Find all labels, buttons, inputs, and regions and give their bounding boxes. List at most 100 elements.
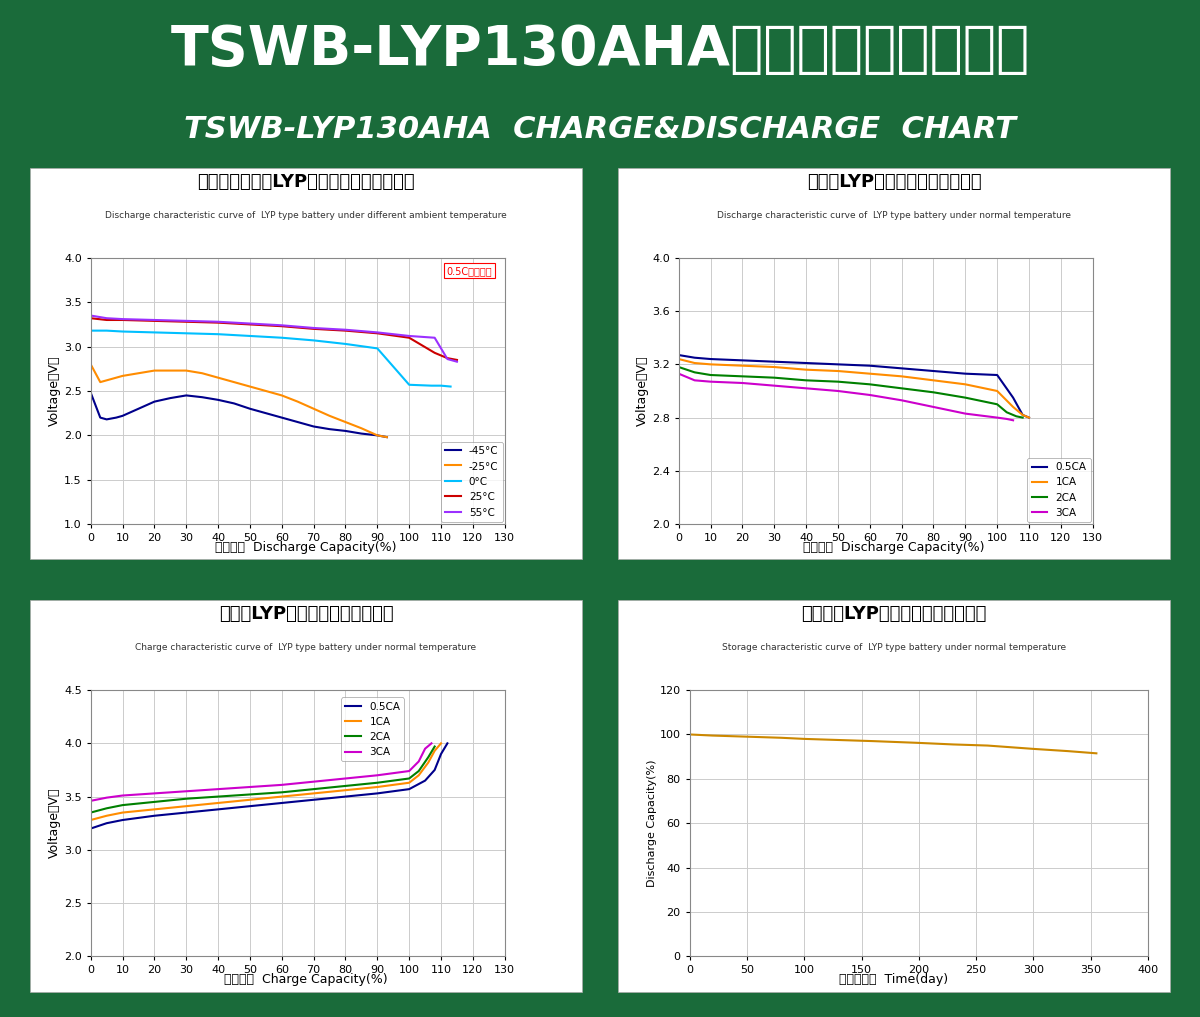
-25°C (163, 364, 178, 376)
Text: 放电容量  Discharge Capacity(%): 放电容量 Discharge Capacity(%) (215, 541, 397, 554)
55°C (370, 326, 384, 339)
Text: 充电容量  Charge Capacity(%): 充电容量 Charge Capacity(%) (224, 973, 388, 986)
3CA (425, 737, 439, 750)
Text: Discharge characteristic curve of  LYP type battery under normal temperature: Discharge characteristic curve of LYP ty… (718, 211, 1072, 220)
2CA (736, 370, 750, 382)
3CA (338, 772, 353, 784)
Line: 2CA: 2CA (91, 746, 434, 813)
1CA (434, 737, 449, 750)
Text: 常温下LYP类电池的充电特性曲线: 常温下LYP类电池的充电特性曲线 (218, 605, 394, 623)
3CA (672, 367, 686, 379)
-25°C (354, 422, 368, 434)
Text: 放电容量  Discharge Capacity(%): 放电容量 Discharge Capacity(%) (803, 541, 985, 554)
-45°C (131, 403, 145, 415)
3CA (688, 374, 702, 386)
1CA (275, 790, 289, 802)
-25°C (242, 380, 257, 393)
Text: Charge characteristic curve of  LYP type battery under normal temperature: Charge characteristic curve of LYP type … (136, 643, 476, 652)
-45°C (354, 427, 368, 439)
2CA (148, 796, 162, 809)
Text: TSWB-LYP130AHA  CHARGE&DISCHARGE  CHART: TSWB-LYP130AHA CHARGE&DISCHARGE CHART (184, 115, 1016, 143)
0.5CA (211, 803, 226, 816)
-25°C (306, 403, 320, 415)
Line: -45°C: -45°C (91, 393, 386, 437)
-45°C (338, 425, 353, 437)
55°C (84, 309, 98, 321)
25°C (402, 332, 416, 344)
-45°C (290, 416, 305, 428)
2CA (1000, 406, 1014, 418)
-45°C (370, 429, 384, 441)
Y-axis label: Voltage（V）: Voltage（V） (48, 788, 61, 858)
0.5CA (736, 354, 750, 366)
Line: 0.5CA: 0.5CA (91, 743, 448, 829)
0.5CA (958, 367, 972, 379)
-45°C (163, 392, 178, 404)
1CA (1006, 401, 1020, 413)
0°C (275, 332, 289, 344)
0.5CA (894, 362, 908, 374)
Line: 1CA: 1CA (91, 743, 442, 820)
3CA (242, 781, 257, 793)
25°C (211, 316, 226, 328)
1CA (179, 800, 193, 813)
1CA (100, 810, 114, 822)
Line: 25°C: 25°C (91, 318, 457, 360)
1CA (338, 784, 353, 796)
25°C (84, 312, 98, 324)
Legend: 0.5CA, 1CA, 2CA, 3CA: 0.5CA, 1CA, 2CA, 3CA (1027, 458, 1091, 522)
3CA (1006, 414, 1020, 426)
3CA (211, 783, 226, 795)
0°C (211, 328, 226, 341)
55°C (338, 323, 353, 336)
-45°C (179, 390, 193, 402)
0.5CA (100, 817, 114, 829)
55°C (115, 313, 130, 325)
0.5CA (688, 352, 702, 364)
0°C (242, 330, 257, 342)
Text: 0.5C电流进行: 0.5C电流进行 (446, 265, 492, 276)
3CA (894, 395, 908, 407)
0.5CA (427, 764, 442, 776)
Line: 0°C: 0°C (91, 331, 450, 386)
Text: Discharge characteristic curve of  LYP type battery under different ambient temp: Discharge characteristic curve of LYP ty… (106, 211, 506, 220)
Y-axis label: Voltage（V）: Voltage（V） (48, 356, 61, 426)
55°C (450, 356, 464, 368)
2CA (863, 378, 877, 391)
1CA (767, 361, 781, 373)
25°C (370, 327, 384, 340)
-25°C (338, 416, 353, 428)
Text: Storage characteristic curve of  LYP type battery under normal temperature: Storage characteristic curve of LYP type… (722, 643, 1066, 652)
2CA (672, 361, 686, 373)
-45°C (84, 386, 98, 399)
0.5CA (115, 814, 130, 826)
55°C (440, 353, 455, 365)
-25°C (131, 367, 145, 379)
25°C (179, 315, 193, 327)
25°C (148, 315, 162, 327)
1CA (736, 360, 750, 372)
1CA (830, 365, 845, 377)
-25°C (227, 376, 241, 388)
3CA (958, 408, 972, 420)
3CA (682, 371, 696, 383)
0°C (100, 324, 114, 337)
55°C (211, 315, 226, 327)
Y-axis label: Voltage（V）: Voltage（V） (636, 356, 649, 426)
0.5CA (767, 356, 781, 368)
2CA (990, 399, 1004, 411)
2CA (412, 765, 426, 777)
55°C (427, 332, 442, 344)
-25°C (211, 371, 226, 383)
0.5CA (434, 747, 449, 760)
-25°C (194, 367, 209, 379)
0.5CA (672, 349, 686, 361)
3CA (926, 401, 941, 413)
-45°C (227, 398, 241, 410)
1CA (148, 803, 162, 816)
Text: 时间（天）  Time(day): 时间（天） Time(day) (840, 973, 948, 986)
3CA (275, 779, 289, 791)
3CA (412, 756, 426, 768)
2CA (958, 392, 972, 404)
25°C (440, 352, 455, 364)
